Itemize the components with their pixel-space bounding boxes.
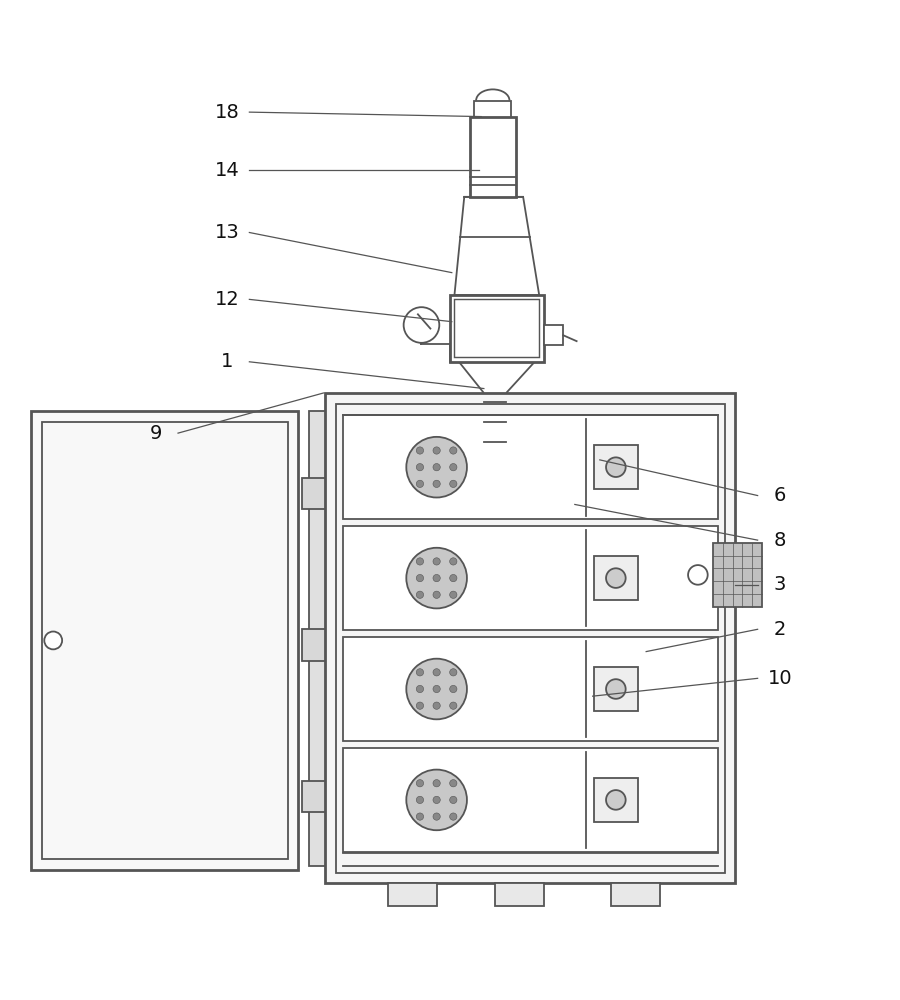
Circle shape	[433, 574, 440, 582]
Circle shape	[450, 780, 457, 787]
Circle shape	[450, 591, 457, 598]
Circle shape	[417, 464, 424, 471]
Circle shape	[417, 780, 424, 787]
Text: 13: 13	[215, 223, 239, 242]
Bar	[302, 629, 325, 660]
Circle shape	[406, 659, 467, 719]
Bar	[470, 117, 516, 197]
Circle shape	[433, 669, 440, 676]
Circle shape	[606, 679, 626, 699]
Circle shape	[433, 480, 440, 487]
Text: 10: 10	[768, 669, 792, 688]
Text: 18: 18	[215, 103, 239, 122]
Circle shape	[433, 780, 440, 787]
Circle shape	[606, 568, 626, 588]
Bar	[41, 422, 288, 859]
Circle shape	[433, 591, 440, 598]
Text: 6: 6	[774, 486, 786, 505]
Circle shape	[433, 685, 440, 693]
Bar	[594, 556, 638, 600]
Bar	[325, 393, 735, 883]
Bar	[388, 883, 436, 906]
Circle shape	[417, 574, 424, 582]
Text: 9: 9	[149, 424, 162, 443]
Circle shape	[406, 548, 467, 608]
Bar	[594, 445, 638, 489]
Bar	[713, 543, 762, 607]
Circle shape	[450, 480, 457, 487]
Bar	[474, 101, 511, 117]
Circle shape	[417, 669, 424, 676]
Text: 12: 12	[215, 290, 239, 309]
Bar	[302, 478, 325, 509]
Circle shape	[433, 796, 440, 804]
Circle shape	[417, 813, 424, 820]
Circle shape	[406, 437, 467, 497]
Polygon shape	[459, 362, 535, 393]
Bar	[343, 748, 717, 852]
Text: 1: 1	[220, 352, 233, 371]
Circle shape	[433, 813, 440, 820]
Circle shape	[433, 558, 440, 565]
Bar	[454, 299, 539, 357]
Bar	[343, 526, 717, 630]
Circle shape	[688, 565, 707, 585]
Circle shape	[417, 796, 424, 804]
Circle shape	[450, 796, 457, 804]
Circle shape	[417, 591, 424, 598]
Bar	[336, 404, 724, 873]
Text: 14: 14	[215, 161, 239, 180]
Bar	[343, 637, 717, 741]
Circle shape	[417, 702, 424, 709]
Bar	[343, 415, 717, 519]
Circle shape	[417, 685, 424, 693]
Text: 8: 8	[774, 531, 786, 550]
Circle shape	[44, 632, 62, 649]
Circle shape	[403, 307, 439, 343]
Text: 3: 3	[774, 575, 786, 594]
Bar	[594, 667, 638, 711]
Bar	[302, 781, 325, 812]
Circle shape	[417, 447, 424, 454]
Bar	[594, 778, 638, 822]
Circle shape	[417, 558, 424, 565]
Circle shape	[433, 702, 440, 709]
Circle shape	[450, 464, 457, 471]
Circle shape	[450, 702, 457, 709]
Circle shape	[433, 447, 440, 454]
Bar	[610, 883, 660, 906]
Polygon shape	[454, 197, 539, 295]
Bar	[450, 295, 544, 362]
Circle shape	[433, 464, 440, 471]
Bar	[544, 325, 563, 345]
Circle shape	[606, 790, 626, 810]
Circle shape	[606, 457, 626, 477]
Text: 2: 2	[774, 620, 786, 639]
Bar	[309, 411, 325, 866]
Circle shape	[450, 669, 457, 676]
Bar	[495, 883, 544, 906]
Circle shape	[450, 447, 457, 454]
Circle shape	[450, 574, 457, 582]
Circle shape	[450, 813, 457, 820]
Circle shape	[406, 770, 467, 830]
Circle shape	[450, 558, 457, 565]
Circle shape	[450, 685, 457, 693]
Circle shape	[417, 480, 424, 487]
Bar	[31, 411, 299, 870]
